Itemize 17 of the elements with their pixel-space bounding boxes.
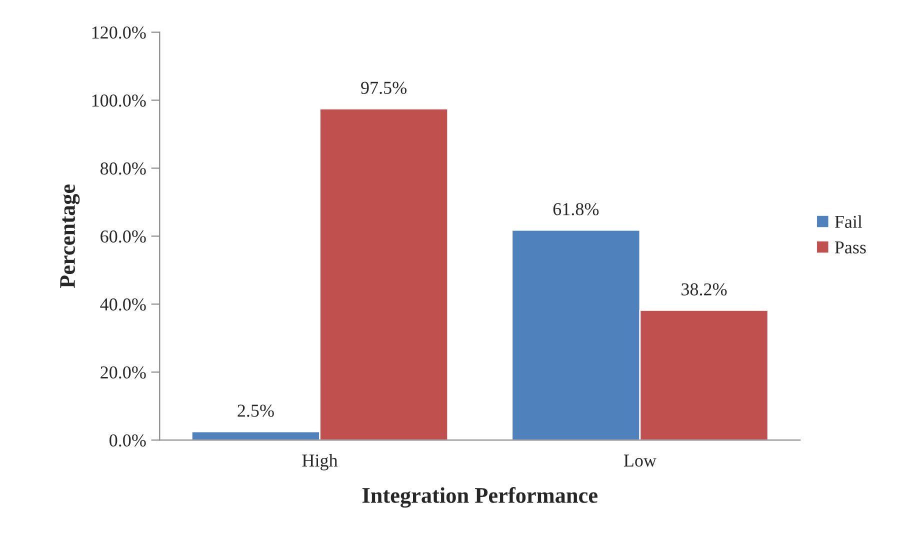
x-tick-label: High bbox=[302, 454, 338, 470]
y-axis-title: Percentage bbox=[60, 184, 80, 288]
y-tick-label: 40.0% bbox=[100, 298, 146, 311]
data-label: 2.5% bbox=[238, 404, 274, 417]
x-tick-label: Low bbox=[624, 454, 656, 467]
data-label: 61.8% bbox=[553, 203, 599, 216]
data-label: 38.2% bbox=[682, 283, 727, 296]
legend-label: Pass bbox=[834, 241, 866, 254]
y-tick-label: 80.0% bbox=[100, 162, 146, 175]
y-tick-label: 60.0% bbox=[100, 230, 146, 243]
legend-label: Fail bbox=[834, 215, 862, 228]
y-tick-label: 100.0% bbox=[92, 94, 146, 107]
y-tick-label: 120.0% bbox=[92, 26, 146, 39]
y-tick-label: 0.0% bbox=[110, 434, 146, 447]
y-tick-label: 20.0% bbox=[100, 366, 146, 379]
x-axis-title: Integration Performance bbox=[362, 487, 598, 508]
data-label: 97.5% bbox=[361, 82, 407, 94]
